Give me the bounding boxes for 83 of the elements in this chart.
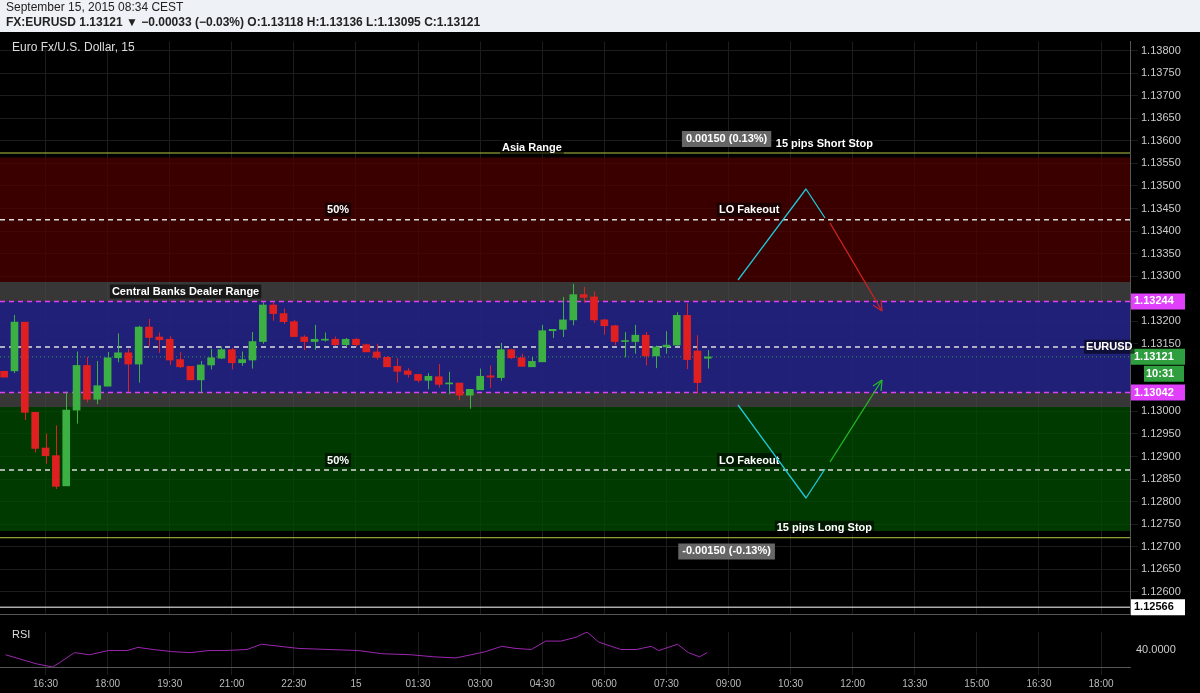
y-tick-label: 1.13150	[1141, 336, 1181, 349]
annotation: 50%	[327, 453, 350, 466]
ref-line-label: 1.13244	[1134, 294, 1175, 307]
text: 40.0000	[1136, 642, 1176, 655]
y-tick-label: 1.12750	[1141, 517, 1181, 530]
y-tick-label: 1.12950	[1141, 427, 1181, 440]
candlestick	[114, 332, 122, 363]
candlestick	[227, 347, 236, 370]
x-tick-label: 03:00	[467, 677, 494, 689]
candlestick	[196, 360, 205, 394]
candlestick	[631, 324, 640, 355]
x-tick-label: 18:00	[95, 677, 121, 689]
x-tick-label: 06:00	[591, 677, 618, 689]
candlestick	[486, 364, 495, 389]
candlestick	[476, 368, 484, 391]
y-tick-label: 1.13500	[1141, 178, 1181, 191]
annotation: 0.00150 (0.13%)	[685, 132, 768, 145]
annotation: -0.00150 (-0.13%)	[682, 544, 772, 557]
annotation: 15 pips Short Stop	[775, 136, 874, 149]
y-tick-label: 1.12650	[1141, 562, 1181, 575]
candlestick	[703, 349, 712, 370]
y-tick-label: 1.12850	[1141, 472, 1181, 485]
text: September 15, 2015 08:34 CEST	[6, 0, 185, 15]
candlestick	[269, 301, 278, 322]
x-tick-label: 01:30	[405, 677, 432, 689]
y-tick-label: 1.13700	[1141, 88, 1181, 101]
ref-line-label: 1.13121	[1134, 349, 1174, 362]
candlestick	[621, 331, 629, 358]
x-tick-label: 13:30	[902, 677, 928, 689]
candlestick	[145, 318, 153, 347]
y-tick-label: 1.12700	[1141, 539, 1181, 552]
y-tick-label: 1.13600	[1141, 133, 1181, 146]
annotation: LO Fakeout	[718, 203, 780, 216]
text: 10:31	[1146, 366, 1175, 379]
annotation: Asia Range	[501, 141, 562, 154]
x-tick-label: 19:30	[157, 677, 183, 689]
x-tick-label: 21:00	[219, 677, 245, 689]
x-tick-label: 04:30	[529, 677, 556, 689]
y-tick-label: 1.13400	[1141, 224, 1181, 237]
x-tick-label: 10:30	[778, 677, 804, 689]
candlestick	[393, 357, 402, 384]
ref-line-label: 1.12566	[1134, 600, 1174, 613]
y-tick-label: 1.13650	[1141, 111, 1181, 124]
chart-subtitle: Euro Fx/U.S. Dollar, 15	[12, 40, 135, 54]
candlestick	[559, 296, 567, 338]
ref-line-label: 1.13042	[1134, 385, 1174, 398]
annotation: EURUSD	[1086, 340, 1133, 353]
annotation: 15 pips Long Stop	[776, 521, 873, 534]
x-tick-label: 22:30	[281, 677, 307, 689]
x-tick-label: 12:00	[840, 677, 866, 689]
candlestick	[248, 331, 257, 370]
candlestick	[93, 360, 102, 405]
x-tick-label: 07:30	[653, 677, 680, 689]
candlestick	[310, 324, 319, 351]
annotation: 50%	[327, 203, 350, 216]
annotation: Central Banks Dealer Range	[111, 284, 260, 297]
y-tick-label: 1.13000	[1141, 404, 1181, 417]
y-tick-label: 1.13750	[1141, 66, 1181, 79]
x-tick-label: 16:30	[33, 677, 59, 689]
y-tick-label: 1.13350	[1141, 246, 1181, 259]
chart-title: FX:EURUSD 1.13121 ▼ −0.00033 (−0.03%) O:1.13118 H:1.13136 L:1.13095 C:1.13121	[6, 15, 482, 30]
candlestick	[165, 335, 174, 366]
candlestick	[652, 345, 660, 369]
x-tick-label: 15:00	[964, 677, 990, 689]
candlestick	[434, 363, 443, 389]
y-tick-label: 1.13550	[1141, 156, 1181, 169]
x-tick-label: 15	[350, 677, 362, 689]
y-tick-label: 1.12900	[1141, 449, 1181, 462]
candlestick	[207, 348, 215, 370]
y-tick-label: 1.13450	[1141, 201, 1181, 214]
chart-title: RSI	[12, 628, 31, 640]
y-tick-label: 1.12600	[1141, 584, 1181, 597]
y-tick-label: 1.13200	[1141, 314, 1181, 327]
y-tick-label: 1.13300	[1141, 269, 1181, 282]
x-tick-label: 18:00	[1088, 677, 1114, 689]
candlestick	[590, 290, 598, 324]
candlestick	[124, 348, 133, 393]
x-tick-label: 09:00	[715, 677, 742, 689]
y-tick-label: 1.12800	[1141, 494, 1181, 507]
candlestick	[465, 388, 474, 410]
y-tick-label: 1.13800	[1141, 43, 1181, 56]
candlestick	[641, 331, 650, 366]
x-tick-label: 16:30	[1026, 677, 1052, 689]
